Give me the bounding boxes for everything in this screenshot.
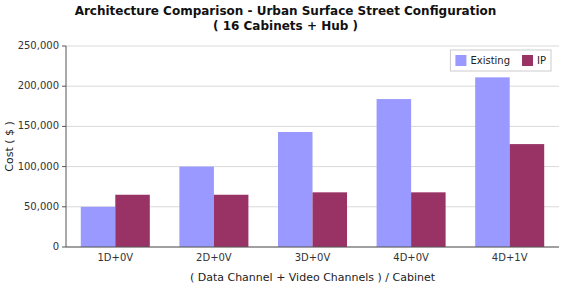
chart: 0 50,000 100,000 150,000 200,000 250,000 1D+0V… [0,0,571,289]
legend: Existing IP [450,50,551,71]
x-axis-line [66,247,559,248]
grid-line [66,247,559,248]
y-tick [62,166,66,167]
bars [81,77,544,247]
title-line: ( 16 Cabinets + Hub ) [213,19,358,33]
bar [179,167,214,247]
bar [510,144,545,247]
bar [475,77,510,247]
bar [115,195,150,247]
x-tick-label: 4D+0V [393,252,429,263]
y-tick-label: 150,000 [18,120,59,131]
y-axis-line [66,46,67,247]
x-axis: 1D+0V 2D+0V 3D+0V 4D+0V 4D+1V [97,252,527,263]
title: Architecture Comparison - Urban Surface … [75,4,497,33]
x-tick-label: 3D+0V [295,252,331,263]
y-axis-label: Cost ( $ ) [3,121,16,172]
bar [313,192,348,247]
x-axis-label: ( Data Channel + Video Channels ) / Cabi… [190,271,436,284]
bar [377,99,412,247]
legend-item: IP [522,55,546,66]
y-tick [62,206,66,207]
legend-swatch [522,55,533,66]
y-tick-label: 50,000 [24,201,59,212]
bar [278,132,313,247]
y-axis: 0 50,000 100,000 150,000 200,000 250,000 [18,40,66,252]
title-line: Architecture Comparison - Urban Surface … [75,4,497,18]
legend-item: Existing [455,55,510,66]
y-tick-label: 200,000 [18,80,59,91]
y-tick [62,126,66,127]
x-tick-label: 2D+0V [196,252,232,263]
y-tick [62,46,66,47]
y-tick [62,247,66,248]
x-tick-label: 4D+1V [492,252,528,263]
y-tick-label: 100,000 [18,161,59,172]
bar [214,195,249,247]
grid [66,46,559,247]
legend-label: Existing [470,55,510,66]
legend-label: IP [537,55,546,66]
bar [411,192,446,247]
y-tick [62,86,66,87]
y-tick-label: 0 [53,241,59,252]
x-tick-label: 1D+0V [97,252,133,263]
legend-box [450,50,551,71]
y-tick-label: 250,000 [18,40,59,51]
grid-line [66,46,559,47]
legend-swatch [455,55,466,66]
bar [81,207,116,247]
